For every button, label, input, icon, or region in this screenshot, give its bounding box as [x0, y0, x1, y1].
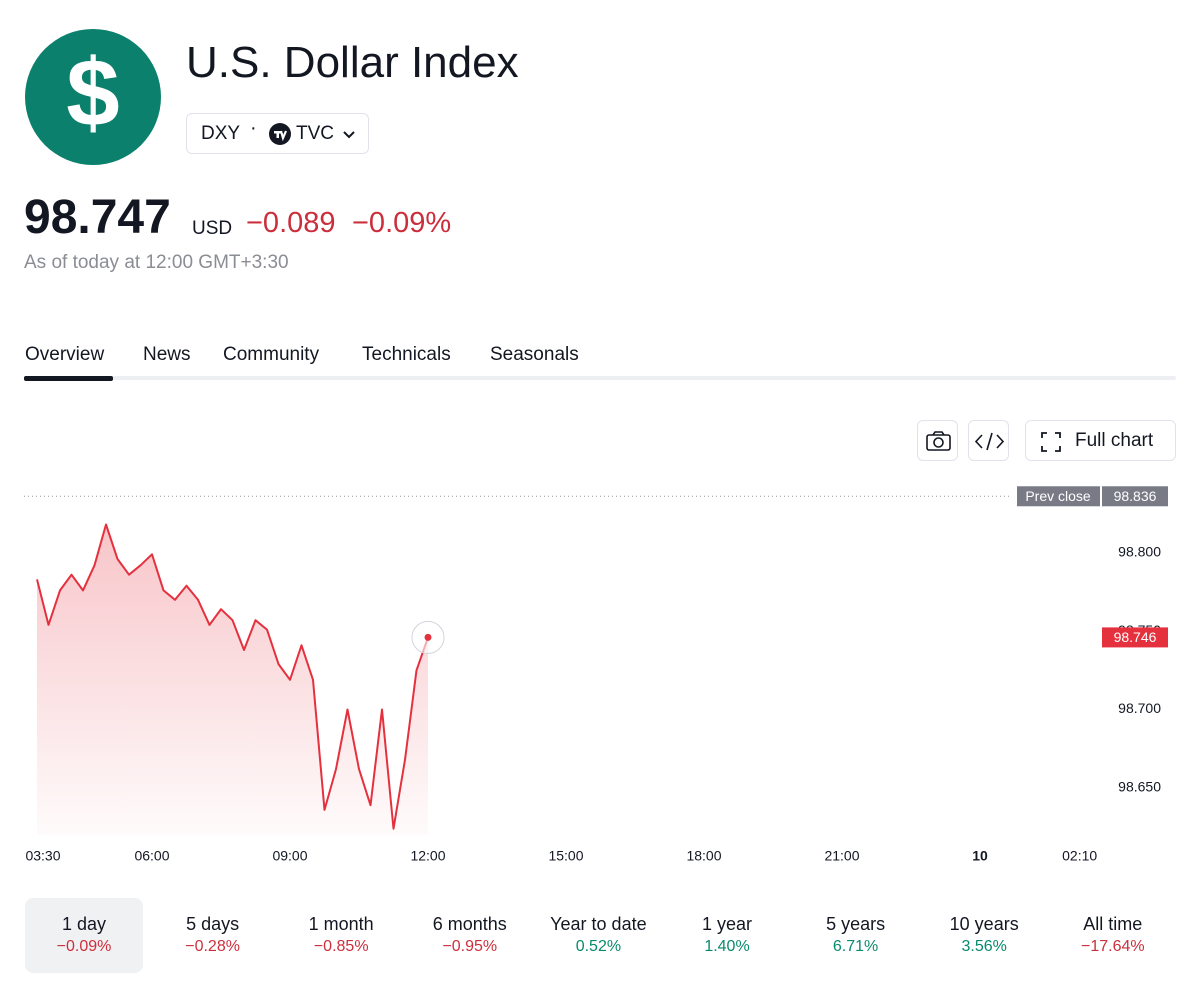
period-change: −0.85%	[313, 938, 369, 955]
fullscreen-icon	[1041, 432, 1061, 452]
tab[interactable]: Technicals	[362, 344, 451, 365]
exchange: TVC	[296, 123, 334, 144]
period-change: −0.09%	[56, 938, 112, 955]
last-point	[424, 633, 432, 641]
period-label: 6 months	[432, 914, 507, 934]
area	[37, 524, 428, 835]
symbol-pill[interactable]: DXY · TVC	[186, 113, 369, 154]
period-button[interactable]: 10 years 3.56%	[925, 898, 1043, 973]
period-button[interactable]: Year to date 0.52%	[539, 898, 657, 973]
x-tick-label: 06:00	[134, 848, 169, 864]
symbol: DXY	[201, 123, 241, 144]
x-tick-label: 02:10	[1062, 848, 1097, 864]
price: 98.747	[24, 191, 171, 244]
period-label: 1 year	[701, 914, 753, 934]
period-change: 1.40%	[704, 938, 750, 955]
period-label: 5 days	[186, 914, 240, 934]
x-tick-label: 12:00	[410, 848, 445, 864]
period-change: −0.28%	[185, 938, 240, 955]
logo-glyph: $	[66, 39, 119, 146]
code-icon	[974, 432, 1005, 451]
period-change: −0.95%	[442, 938, 498, 955]
x-tick-label: 09:00	[272, 848, 307, 864]
prev-close-value: 98.836	[1114, 488, 1157, 504]
x-tick-label: 15:00	[548, 848, 583, 864]
period-button[interactable]: 5 days −0.28%	[154, 898, 272, 973]
last-value-tag	[1102, 627, 1168, 648]
period-label: All time	[1083, 914, 1143, 934]
full-chart-label: Full chart	[1075, 430, 1154, 451]
period-label: 1 day	[61, 914, 107, 934]
x-tick-label: 03:30	[25, 848, 60, 864]
period-button[interactable]: 1 month −0.85%	[282, 898, 400, 973]
period-change: 6.71%	[832, 938, 879, 955]
tab[interactable]: Overview	[25, 344, 105, 365]
period-button[interactable]: 5 years 6.71%	[797, 898, 915, 973]
tab[interactable]: Seasonals	[490, 344, 579, 365]
x-tick-label: 10	[972, 848, 988, 864]
period-change: 3.56%	[961, 938, 1007, 955]
price-line	[36, 523, 429, 830]
period-label: 5 years	[826, 914, 886, 934]
last-value-label: 98.746	[1114, 629, 1157, 645]
full-chart-button[interactable]: Full chart	[1025, 420, 1176, 461]
tab-indicator	[24, 376, 113, 381]
x-tick-label: 21:00	[824, 848, 859, 864]
period-change: −17.64%	[1080, 938, 1145, 955]
prev-close-value-tag	[1102, 486, 1168, 507]
tab-track	[24, 376, 1176, 380]
period-label: 1 month	[308, 914, 374, 934]
y-tick-label: 98.650	[1118, 779, 1161, 795]
embed-button[interactable]	[968, 420, 1009, 461]
prev-close-tag	[1017, 486, 1100, 507]
period-button[interactable]: 1 year 1.40%	[668, 898, 786, 973]
as-of: As of today at 12:00 GMT+3:30	[24, 252, 289, 273]
logo: $	[25, 29, 161, 165]
y-tick-label: 98.700	[1118, 700, 1161, 716]
period-change: 0.52%	[575, 938, 622, 955]
period-button[interactable]: 6 months −0.95%	[411, 898, 529, 973]
tab[interactable]: News	[143, 344, 191, 365]
price-change: −0.089	[246, 207, 336, 239]
period-button[interactable]: All time −17.64%	[1054, 898, 1172, 973]
tab[interactable]: Community	[223, 344, 320, 365]
period-label: Year to date	[550, 914, 647, 934]
period-button[interactable]: 1 day −0.09%	[25, 898, 143, 973]
price-change-percent: −0.09%	[352, 207, 452, 239]
chevron	[343, 131, 355, 139]
exchange-icon	[269, 123, 291, 145]
period-label: 10 years	[949, 914, 1019, 934]
snapshot-button[interactable]	[917, 420, 958, 461]
camera-icon	[926, 431, 951, 451]
title: U.S. Dollar Index	[186, 38, 519, 87]
separator: ·	[250, 117, 257, 139]
chart: 03:30 06:00 09:00 12:00 15:00 18:00 21:00 10 02:…	[24, 486, 1168, 864]
prev-close-label: Prev close	[1025, 488, 1091, 504]
x-tick-label: 18:00	[686, 848, 721, 864]
currency: USD	[192, 218, 233, 239]
y-tick-label: 98.800	[1118, 543, 1161, 559]
